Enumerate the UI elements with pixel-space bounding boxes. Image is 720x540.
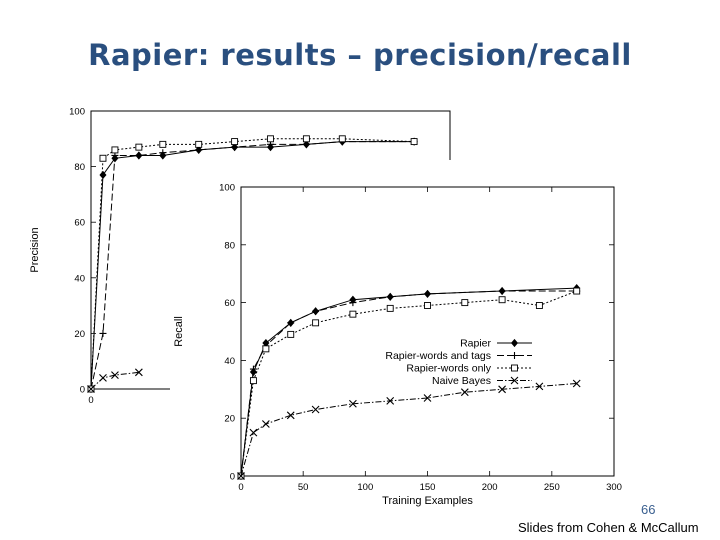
page-number: 66	[641, 502, 656, 517]
data-point	[237, 472, 245, 480]
x-tick-label: 250	[544, 482, 560, 493]
data-point	[134, 368, 143, 377]
data-point	[498, 385, 506, 394]
legend-marker	[511, 364, 518, 372]
y-tick-label: 0	[230, 472, 235, 483]
legend-marker	[510, 338, 519, 348]
series-3-line	[87, 368, 143, 393]
data-point	[311, 405, 320, 414]
x-tick-label: 0	[88, 395, 93, 406]
data-point	[424, 290, 431, 298]
legend-marker	[510, 376, 519, 385]
y-tick-label: 60	[224, 298, 235, 309]
data-point	[135, 151, 143, 159]
data-point	[287, 319, 295, 327]
x-tick-label: 0	[238, 482, 243, 493]
data-point	[99, 154, 107, 162]
data-point	[261, 420, 270, 428]
series-line	[240, 290, 577, 477]
data-point	[312, 307, 320, 315]
data-point	[99, 170, 107, 180]
data-point	[460, 388, 469, 397]
data-point	[572, 379, 581, 388]
y-tick-label: 80	[224, 240, 235, 251]
y-tick-label: 40	[74, 273, 85, 284]
data-point	[302, 135, 310, 143]
y-axis-label: Recall	[173, 316, 185, 347]
data-point	[386, 304, 394, 312]
data-point	[159, 140, 167, 148]
data-point	[386, 293, 394, 301]
data-point	[338, 135, 346, 143]
y-tick-label: 0	[80, 385, 85, 396]
data-point	[267, 135, 274, 143]
data-point	[111, 371, 119, 379]
y-axis-label: Precision	[29, 227, 41, 272]
data-point	[312, 319, 320, 327]
y-tick-label: 20	[74, 329, 85, 340]
data-point	[195, 140, 203, 148]
slide-credit: Slides from Cohen & McCallum	[518, 520, 699, 535]
x-tick-label: 100	[357, 482, 373, 493]
series-line	[90, 371, 139, 390]
data-point	[386, 396, 395, 405]
data-point	[135, 143, 143, 151]
legend-label: Rapier-words and tags	[385, 350, 491, 362]
data-point	[249, 377, 257, 385]
slide-title: Rapier: results – precision/recall	[88, 38, 632, 72]
y-tick-label: 40	[224, 356, 235, 367]
data-point	[287, 330, 295, 338]
chart-1: 0 20 40 60 80 100 0 50 100 150 200 250 300 Recall Trai…	[173, 183, 622, 508]
data-point	[111, 146, 119, 154]
y-tick-label: 100	[69, 107, 85, 118]
legend-label: Rapier-words only	[406, 363, 491, 375]
data-point	[249, 365, 257, 373]
series-3-naive-bayes	[237, 379, 581, 480]
y-tick-label: 100	[219, 183, 235, 194]
series-line	[240, 290, 577, 477]
data-point	[573, 287, 581, 295]
data-point	[99, 373, 107, 382]
chart-0: 0 20 40 60 80 100 0 Precision	[29, 107, 451, 406]
legend-label: Rapier	[460, 338, 491, 350]
series-line	[90, 141, 415, 390]
data-point	[249, 428, 258, 437]
x-tick-label: 200	[482, 482, 498, 493]
data-point	[424, 302, 431, 309]
y-tick-label: 60	[74, 218, 85, 229]
y-tick-label: 80	[74, 162, 85, 173]
data-point	[498, 287, 506, 295]
data-point	[262, 345, 270, 353]
data-point	[461, 299, 469, 307]
data-point	[349, 310, 357, 318]
recall-chart-panel	[170, 160, 645, 520]
data-point	[231, 138, 239, 146]
x-axis-label: Training Examples	[382, 495, 473, 507]
data-point	[159, 149, 167, 157]
series-2-rapier-words-only	[237, 287, 581, 480]
data-point	[286, 411, 295, 420]
x-tick-label: 300	[606, 482, 622, 493]
data-point	[498, 296, 506, 304]
data-point	[349, 399, 357, 408]
x-tick-label: 150	[420, 482, 436, 493]
data-point	[535, 382, 544, 391]
data-point	[349, 299, 357, 307]
legend-marker	[511, 352, 518, 359]
data-point	[99, 329, 107, 337]
data-point	[535, 302, 543, 309]
data-point	[410, 138, 418, 146]
data-point	[87, 385, 95, 393]
y-tick-label: 20	[224, 414, 235, 425]
legend-label: Naive Bayes	[432, 375, 491, 387]
data-point	[423, 394, 432, 402]
x-tick-label: 50	[298, 482, 309, 493]
